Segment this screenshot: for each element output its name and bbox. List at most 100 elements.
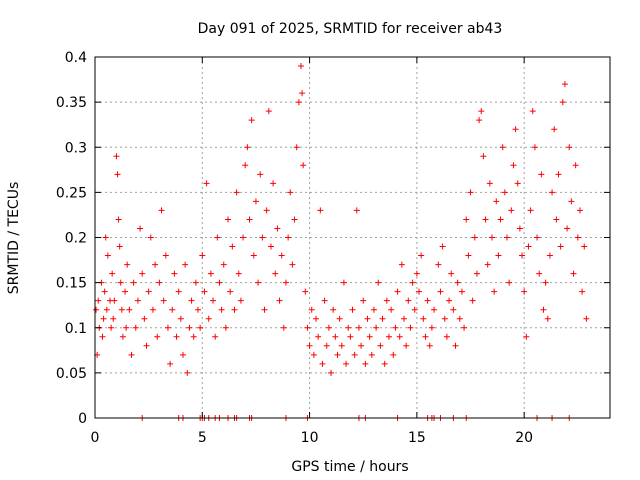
data-point <box>360 297 367 304</box>
data-point <box>508 207 515 214</box>
data-point <box>441 315 448 322</box>
data-point <box>218 306 225 313</box>
data-point <box>377 342 384 349</box>
data-point <box>370 306 377 313</box>
data-point <box>319 360 326 367</box>
data-point <box>484 261 491 268</box>
data-point <box>152 261 159 268</box>
data-point <box>501 189 508 196</box>
data-point <box>287 189 294 196</box>
data-point <box>579 288 586 295</box>
data-point <box>175 288 182 295</box>
data-point <box>458 288 465 295</box>
y-tick-label: 0.2 <box>65 231 87 247</box>
data-point <box>250 252 257 259</box>
data-point <box>358 342 365 349</box>
data-point <box>343 360 350 367</box>
data-point <box>435 261 442 268</box>
data-point <box>422 333 429 340</box>
data-point <box>130 279 137 286</box>
data-point <box>302 288 309 295</box>
data-point <box>210 297 217 304</box>
grid-lines <box>95 57 610 418</box>
data-point <box>456 315 463 322</box>
data-point <box>295 99 302 106</box>
data-point <box>426 342 433 349</box>
data-point <box>555 171 562 178</box>
data-point <box>323 342 330 349</box>
data-point <box>476 117 483 124</box>
data-point <box>117 279 124 286</box>
data-point <box>263 207 270 214</box>
data-point <box>182 261 189 268</box>
data-point <box>123 324 130 331</box>
data-point <box>364 315 371 322</box>
data-point <box>467 189 474 196</box>
data-point <box>428 324 435 331</box>
data-point <box>334 351 341 358</box>
data-point <box>525 243 532 250</box>
data-point <box>137 225 144 232</box>
data-point <box>310 351 317 358</box>
data-point <box>497 216 504 223</box>
data-point <box>179 351 186 358</box>
data-point <box>446 297 453 304</box>
data-point <box>255 279 262 286</box>
data-point <box>160 297 167 304</box>
data-point <box>583 315 590 322</box>
data-point <box>147 234 154 241</box>
data-point <box>229 243 236 250</box>
data-point <box>401 315 407 322</box>
data-point <box>100 315 107 322</box>
data-point <box>336 315 343 322</box>
data-point <box>280 324 287 331</box>
data-point <box>546 252 553 259</box>
y-tick-label: 0 <box>78 411 87 427</box>
data-point <box>272 270 279 277</box>
data-point <box>576 207 583 214</box>
data-point <box>379 315 386 322</box>
data-point <box>207 270 214 277</box>
y-tick-label: 0.05 <box>56 366 87 382</box>
data-point <box>566 144 573 151</box>
data-point <box>461 324 468 331</box>
data-point <box>413 270 420 277</box>
y-tick-label: 0.25 <box>56 185 87 201</box>
data-point <box>270 180 277 187</box>
data-point <box>473 270 480 277</box>
data-point <box>553 216 560 223</box>
data-point <box>544 315 551 322</box>
data-point <box>529 108 536 115</box>
data-point <box>108 324 115 331</box>
data-point <box>113 153 120 160</box>
y-tick-label: 0.35 <box>56 95 87 111</box>
data-point <box>188 297 195 304</box>
data-point <box>212 333 219 340</box>
data-point <box>199 252 206 259</box>
data-point <box>293 144 300 151</box>
x-tick-label: 5 <box>198 430 207 446</box>
data-point <box>225 216 232 223</box>
data-point <box>116 243 123 250</box>
data-point <box>443 333 450 340</box>
data-point <box>300 162 307 169</box>
data-point <box>285 234 292 241</box>
data-point <box>126 306 133 313</box>
data-point <box>278 252 285 259</box>
data-points <box>93 63 590 421</box>
data-point <box>385 333 392 340</box>
data-point <box>102 234 109 241</box>
data-point <box>227 288 234 295</box>
data-point <box>454 279 461 286</box>
data-point <box>214 234 221 241</box>
data-point <box>469 297 476 304</box>
data-point <box>351 351 358 358</box>
data-point <box>480 153 487 160</box>
data-point <box>390 351 397 358</box>
data-point <box>536 270 543 277</box>
data-point <box>527 207 534 214</box>
data-point <box>514 180 521 187</box>
data-point <box>233 189 240 196</box>
data-point <box>431 306 438 313</box>
data-point <box>95 297 102 304</box>
